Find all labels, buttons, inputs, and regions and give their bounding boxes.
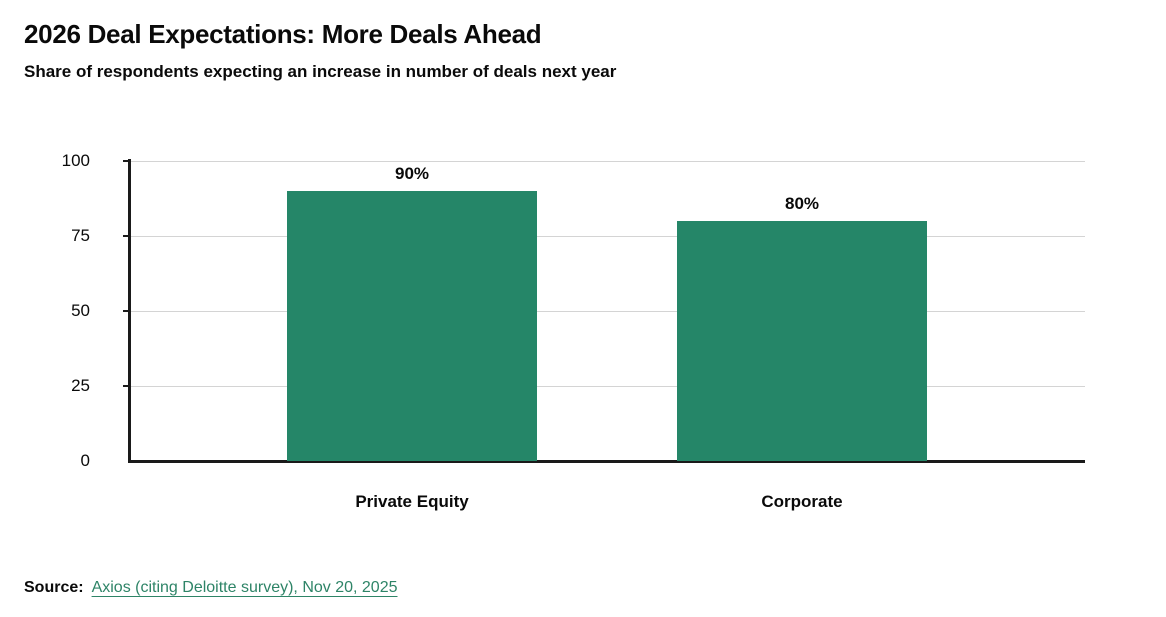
y-tick-label-75: 75 [71, 226, 90, 245]
y-tick-label-25: 25 [71, 376, 90, 395]
gridline-50 [131, 311, 1085, 312]
y-tick-25 [123, 385, 129, 387]
chart-subtitle: Share of respondents expecting an increa… [24, 62, 617, 81]
gridline-100 [131, 161, 1085, 162]
y-tick-75 [123, 235, 129, 237]
source-link[interactable]: Axios (citing Deloitte survey), Nov 20, … [91, 579, 398, 596]
y-axis-line [128, 159, 131, 463]
gridline-75 [131, 236, 1085, 237]
bar-value-label: 90% [394, 164, 430, 183]
bar-chart: 0 25 50 75 100 90% Private Equity 80% Corporate [61, 151, 1085, 511]
y-tick-50 [123, 310, 129, 312]
bar-corporate [677, 221, 927, 461]
bar-value-label: 80% [784, 194, 820, 213]
y-tick-100 [123, 160, 129, 162]
x-axis-line [128, 460, 1085, 463]
source-line: Source: Axios (citing Deloitte survey), N… [24, 579, 398, 597]
y-tick-label-0: 0 [80, 451, 90, 470]
source-label: Source: [24, 579, 84, 596]
bar-private-equity [287, 191, 537, 461]
bar-category-label: Private Equity [355, 492, 469, 511]
gridline-25 [131, 386, 1085, 387]
y-tick-label-50: 50 [71, 301, 90, 320]
chart-title: 2026 Deal Expectations: More Deals Ahead [24, 19, 542, 49]
bar-category-label: Corporate [761, 492, 843, 511]
y-tick-label-100: 100 [61, 151, 90, 170]
